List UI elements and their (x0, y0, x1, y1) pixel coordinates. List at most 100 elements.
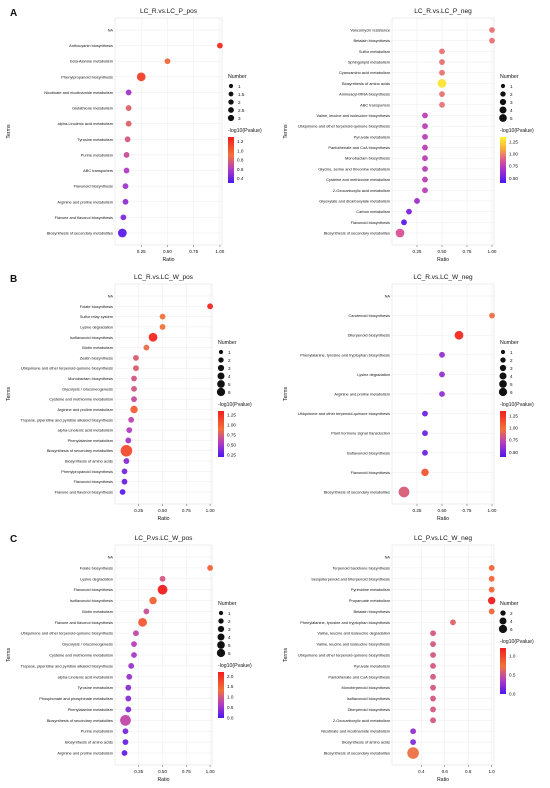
data-point (422, 155, 428, 162)
size-legend-dot (500, 91, 506, 97)
plot-area (114, 283, 213, 505)
color-legend-title: -log10(Pvalue) (228, 128, 262, 134)
chart-LC_R.vs.LC_P_neg: LC_R.vs.LC_P_neg 0.25 0.50 0.75 1.00 Vancomyc… (283, 8, 534, 263)
data-point (487, 596, 496, 605)
color-legend-tick: 0.0 (509, 692, 516, 697)
chart-LC_R.vs.LC_P_pos: LC_R.vs.LC_P_pos 0.25 0.50 0.75 1.00 NA Anthoc… (6, 8, 262, 263)
data-point (422, 410, 428, 417)
data-point (159, 324, 166, 330)
data-point (130, 405, 138, 414)
color-legend-title: -log10(Pvalue) (500, 128, 534, 134)
color-legend-bar (218, 411, 224, 457)
x-tick-label: 0.50 (158, 508, 167, 513)
x-tick-label: 0.75 (463, 508, 472, 513)
y-tick-label: Nicotinate and nicotinamide metabolism (44, 90, 113, 95)
y-tick-label: Phenylalanine metabolism (68, 707, 113, 712)
chart-title: LC_P.vs.LC_W_pos (135, 535, 193, 542)
y-tick-label: NA (108, 294, 114, 299)
data-point (125, 684, 132, 691)
y-tick-label: Arginine and proline metabolism (57, 407, 113, 412)
y-tick-label: Biosynthesis of amino acids (342, 81, 390, 86)
size-legend-label: 4 (510, 619, 513, 624)
data-point (122, 198, 129, 205)
color-legend-tick: 0.75 (509, 438, 518, 443)
size-legend-label: 2 (510, 92, 513, 97)
size-legend-dot (217, 364, 225, 372)
size-legend-label: 1 (228, 350, 231, 355)
y-tick-label: Folate biosynthesis (80, 565, 113, 570)
size-legend-label: 1 (228, 611, 231, 616)
size-legend-dot (499, 106, 507, 114)
data-point (122, 728, 129, 735)
x-tick-label: 0.75 (189, 249, 198, 254)
y-tick-label: Tyrosine metabolism (77, 685, 113, 690)
color-legend-tick: 0.50 (227, 443, 236, 448)
size-legend-dot (499, 98, 507, 106)
y-tick-label: Biosynthesis of secondary metabolites (324, 231, 390, 236)
chart-title: LC_R.vs.LC_P_pos (140, 8, 198, 15)
data-point (131, 385, 137, 392)
data-point (437, 79, 447, 88)
size-legend-label: 6 (510, 390, 513, 395)
size-legend-dot (499, 617, 507, 625)
color-legend-tick: 0.5 (227, 705, 234, 710)
y-tick-label: Glycolysis / Gluconeogenesis (62, 642, 113, 647)
x-axis-label: Ratio (437, 257, 449, 263)
x-axis-label: Ratio (437, 516, 449, 522)
data-point (422, 165, 428, 172)
y-tick-label: Pyruvate metabolism (354, 663, 390, 668)
size-legend-dot (499, 364, 507, 372)
y-tick-label: Sesquiterpenoid and triterpenoid biosynt… (311, 576, 390, 581)
data-point (131, 641, 137, 648)
color-legend-tick: 1.0 (509, 653, 516, 658)
y-tick-label: NA (385, 294, 391, 299)
x-tick-label: 0.50 (163, 249, 172, 254)
y-tick-label: Carotenoid biosynthesis (348, 313, 390, 318)
x-tick-label: 0.4 (418, 769, 425, 774)
y-tick-label: Sulfur metabolism (359, 49, 390, 54)
size-legend-title: Number (500, 601, 519, 607)
y-tick-label: Biosynthesis of secondary metabolites (324, 751, 390, 756)
size-legend-label: 4 (510, 108, 513, 113)
size-legend-title: Number (228, 74, 247, 80)
y-tick-label: Arginine and proline metabolism (334, 392, 390, 397)
data-point (117, 228, 127, 238)
y-tick-label: Terpenoid backbone biosynthesis (332, 565, 390, 570)
y-tick-label: Phosphonate and phosphinate metabolism (39, 696, 113, 701)
y-tick-label: Flavone and flavonol biosynthesis (55, 620, 113, 625)
size-legend-dot (216, 387, 226, 397)
y-tick-label: Sulfur relay system (80, 314, 113, 319)
y-tick-label: NA (108, 555, 114, 560)
data-point (414, 198, 420, 204)
data-point (439, 59, 445, 65)
size-legend-label: 3 (510, 366, 513, 371)
size-legend-dot (228, 83, 234, 89)
data-point (122, 183, 129, 190)
data-point (439, 91, 445, 98)
y-tick-label: Arginine and proline metabolism (57, 751, 113, 756)
data-point (410, 739, 417, 746)
size-legend-label: 5 (510, 382, 513, 387)
y-tick-label: alpha-Linolenic acid metabolism (58, 428, 113, 433)
y-tick-label: Flavonoid biosynthesis (351, 470, 390, 475)
y-tick-label: Cysteine and methionine metabolism (326, 177, 390, 182)
x-tick-label: 0.75 (182, 508, 191, 513)
size-legend-dot (500, 610, 506, 616)
data-point (401, 219, 407, 226)
y-tick-label: Cysteine and methionine metabolism (49, 653, 113, 658)
chart-title: LC_R.vs.LC_W_neg (413, 274, 473, 281)
y-tick-label: Biosynthesis of secondary metabolites (324, 490, 390, 495)
y-axis-label: Terms (6, 124, 12, 139)
color-legend-tick: 0.0 (227, 716, 234, 721)
data-point (120, 214, 127, 221)
y-tick-label: NA (385, 555, 391, 560)
y-tick-label: Propanoate metabolism (349, 598, 390, 603)
x-tick-label: 1.00 (488, 508, 497, 513)
data-point (439, 101, 445, 108)
x-tick-label: 0.75 (463, 249, 472, 254)
data-point (439, 48, 445, 55)
size-legend-label: 3 (228, 366, 231, 371)
color-legend-tick: 0.8 (237, 158, 244, 163)
data-point (430, 717, 436, 724)
y-tick-label: beta-Alanine metabolism (70, 59, 113, 64)
